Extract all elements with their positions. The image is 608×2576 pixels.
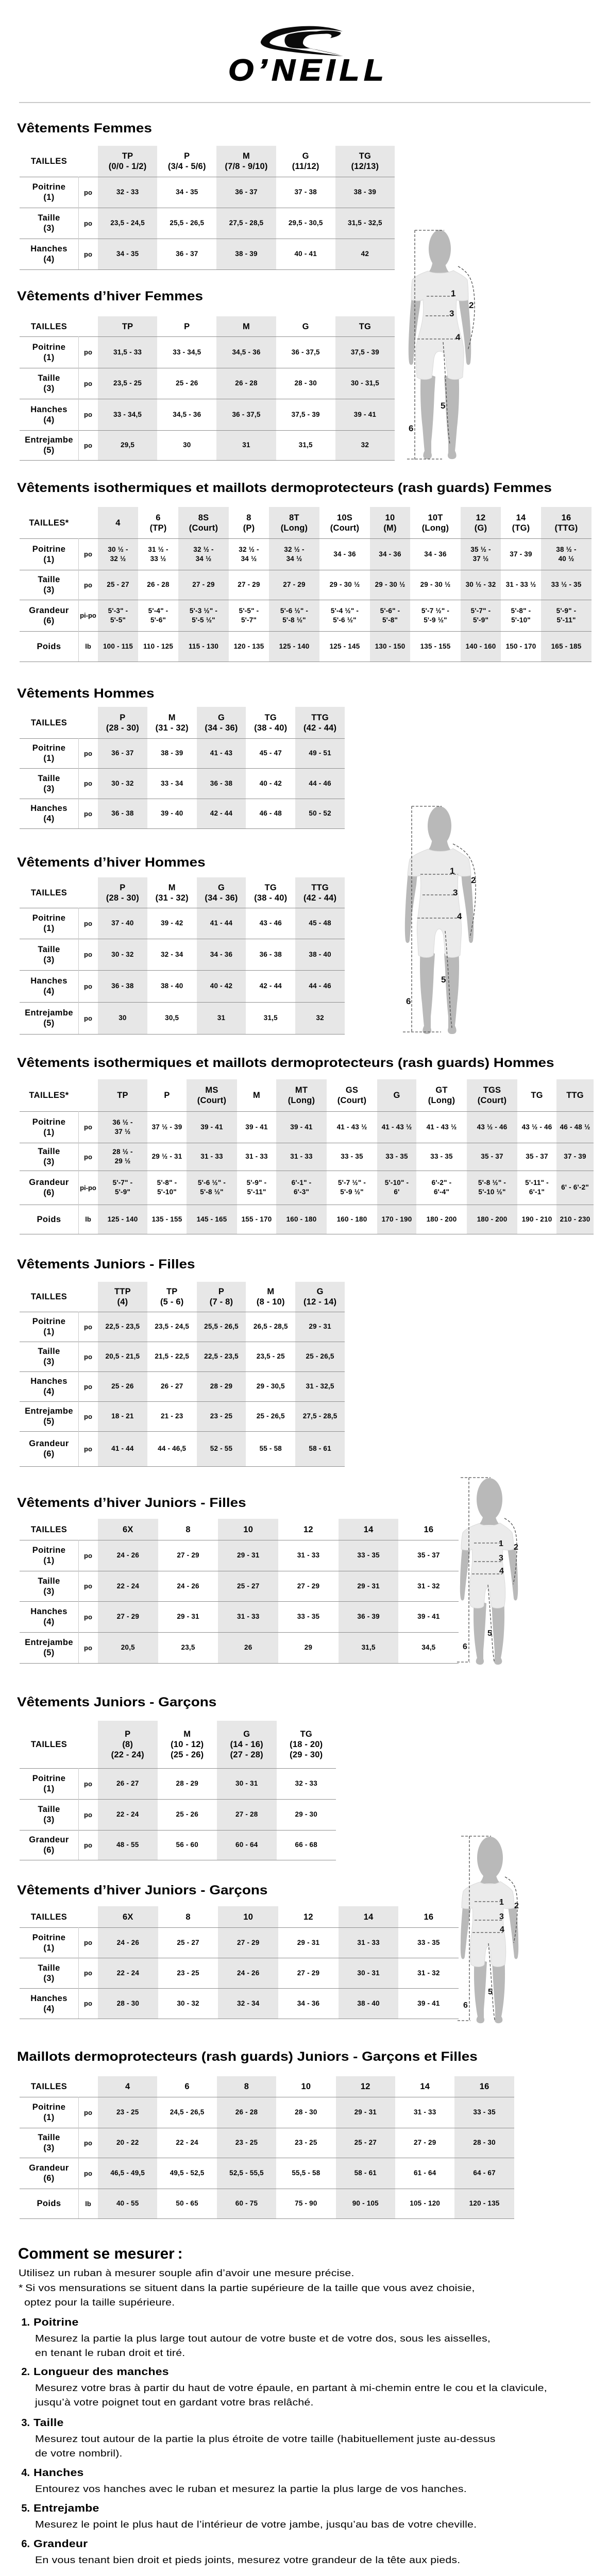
svg-text:2: 2 — [471, 875, 476, 885]
svg-text:5: 5 — [488, 1988, 493, 1996]
svg-text:2: 2 — [514, 1543, 518, 1552]
svg-text:1: 1 — [499, 1898, 504, 1907]
svg-text:2: 2 — [514, 1902, 519, 1910]
svg-text:5: 5 — [487, 1629, 492, 1638]
svg-text:6: 6 — [406, 996, 411, 1006]
svg-text:4: 4 — [499, 1567, 504, 1575]
svg-text:1: 1 — [451, 289, 455, 298]
svg-text:1: 1 — [499, 1539, 503, 1548]
svg-text:3: 3 — [499, 1554, 503, 1563]
svg-text:4: 4 — [457, 911, 462, 921]
svg-text:5: 5 — [441, 401, 445, 411]
svg-text:3: 3 — [499, 1912, 504, 1921]
svg-text:2: 2 — [469, 300, 474, 310]
svg-text:6: 6 — [409, 423, 413, 433]
svg-text:1: 1 — [450, 866, 454, 876]
svg-text:5: 5 — [441, 975, 446, 985]
svg-text:3: 3 — [453, 888, 458, 897]
svg-text:6: 6 — [463, 1642, 467, 1651]
svg-text:4: 4 — [455, 332, 461, 342]
svg-text:6: 6 — [463, 2001, 468, 2010]
svg-text:3: 3 — [449, 309, 454, 318]
svg-text:4: 4 — [500, 1925, 504, 1934]
